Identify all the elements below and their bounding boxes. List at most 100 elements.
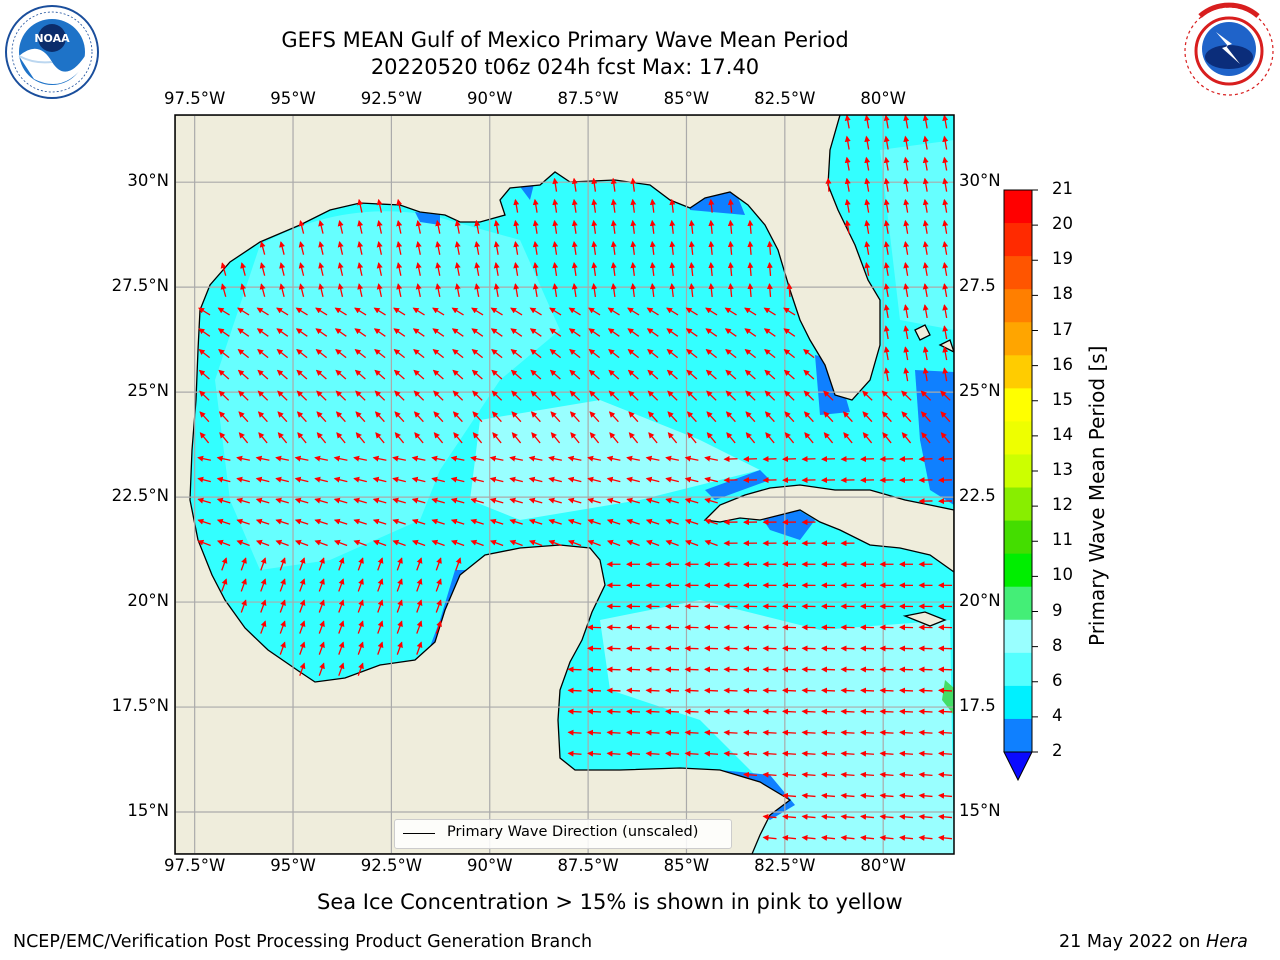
wave-vector — [338, 578, 345, 592]
wave-vector — [396, 198, 403, 213]
wave-vector — [842, 411, 853, 423]
wave-vector — [938, 750, 953, 757]
colorbar-tick-label: 13 — [1052, 460, 1073, 479]
wave-vector — [532, 198, 539, 213]
wave-vector — [883, 135, 890, 150]
wave-vector — [940, 390, 951, 401]
wave-vector — [903, 283, 910, 297]
wave-vector — [723, 750, 738, 757]
wave-vector — [918, 813, 933, 820]
wave-vector — [376, 198, 383, 213]
wave-vector — [764, 369, 776, 380]
wave-vector — [630, 219, 637, 234]
wave-vector — [626, 518, 640, 525]
wave-vector — [606, 497, 621, 504]
wave-vector — [723, 729, 738, 736]
wave-vector — [666, 349, 679, 359]
wave-vector — [255, 497, 270, 504]
colorbar-segment — [1004, 289, 1032, 323]
wave-vector — [432, 369, 444, 380]
wave-vector — [413, 349, 425, 359]
wave-vector — [318, 662, 325, 676]
wave-vector — [279, 599, 286, 613]
wave-vector — [879, 750, 894, 757]
colorbar-tick-label: 9 — [1052, 600, 1063, 620]
colorbar-segment — [1004, 586, 1032, 621]
wave-vector — [883, 262, 890, 276]
wave-vector — [532, 262, 539, 276]
wave-vector — [548, 518, 562, 525]
wave-vector — [552, 177, 559, 192]
wave-vector — [569, 369, 581, 380]
wave-vector — [899, 729, 914, 736]
lon-tick-label-top: 87.5°W — [557, 89, 619, 108]
wave-vector — [899, 687, 914, 694]
wave-vector — [705, 307, 718, 316]
wave-vector — [237, 349, 250, 359]
wave-vector — [414, 432, 424, 444]
wave-vector — [552, 240, 559, 255]
land-north-america — [175, 115, 881, 854]
colorbar-tick-label: 16 — [1052, 354, 1073, 374]
wave-vector — [704, 539, 718, 547]
wave-vector — [645, 708, 660, 715]
wave-vector — [471, 349, 484, 359]
wave-vector — [607, 307, 620, 316]
wave-vector — [237, 307, 250, 316]
wave-vector — [318, 557, 325, 571]
wave-vector — [942, 283, 949, 297]
wave-vector — [922, 156, 929, 171]
wave-vector — [922, 304, 929, 319]
wave-vector — [314, 497, 328, 504]
wave-vector — [903, 177, 910, 192]
wave-vector — [686, 390, 698, 401]
wave-vector — [647, 390, 659, 401]
wave-vector — [353, 539, 367, 547]
wave-vector — [474, 283, 481, 297]
colorbar-tick-label: 4 — [1052, 705, 1063, 725]
wave-vector — [257, 390, 269, 401]
wave-vector — [571, 262, 578, 276]
wave-vector — [549, 369, 561, 380]
colorbar-segment — [1004, 454, 1032, 489]
wave-vector — [665, 687, 680, 694]
wave-vector — [315, 307, 328, 316]
wave-vector — [294, 518, 309, 525]
wave-vector — [435, 219, 442, 234]
wave-vector — [860, 834, 875, 841]
wave-vector — [454, 240, 461, 255]
wave-vector — [922, 135, 929, 150]
wave-vector — [922, 115, 929, 129]
wave-vector — [470, 518, 484, 525]
wave-vector — [747, 219, 754, 234]
wave-vector — [844, 115, 851, 129]
colorbar-tick-label: 14 — [1052, 424, 1073, 444]
wave-vector — [509, 518, 523, 525]
wave-vector — [240, 283, 247, 297]
map-plot-area — [175, 115, 954, 854]
wave-vector — [921, 432, 931, 444]
wave-vector — [411, 518, 426, 525]
wave-vector — [431, 518, 445, 525]
wave-vector — [198, 328, 211, 337]
wave-vector — [238, 411, 249, 423]
wave-vector — [783, 369, 795, 380]
nws-logo — [1182, 2, 1276, 98]
wave-vector — [648, 432, 658, 444]
wave-vector — [528, 539, 543, 547]
wave-vector — [782, 750, 797, 757]
wave-vector — [630, 198, 637, 213]
wave-vector — [684, 518, 699, 525]
wave-vector — [840, 708, 855, 715]
wave-vector — [338, 620, 345, 634]
wave-vector — [372, 497, 387, 504]
wave-vector — [255, 476, 270, 483]
wave-vector — [528, 497, 543, 504]
wave-vector — [393, 369, 405, 380]
wave-vector — [922, 219, 929, 234]
wave-vector — [610, 198, 617, 213]
wave-vector — [823, 432, 834, 444]
colorbar-segment — [1004, 487, 1032, 522]
wave-vector — [669, 240, 676, 255]
wave-vector — [940, 411, 951, 423]
